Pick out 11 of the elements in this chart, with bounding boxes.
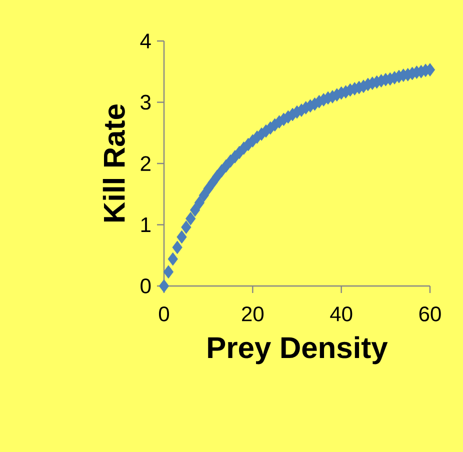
y-tick-label: 1 (141, 218, 150, 232)
x-tick-label: 60 (419, 306, 441, 322)
y-axis-title: Kill Rate (102, 104, 125, 222)
x-axis-title: Prey Density (208, 336, 388, 364)
y-tick-label: 0 (140, 278, 151, 294)
x-tick-label: 20 (242, 306, 264, 322)
y-tick-label: 3 (140, 94, 151, 110)
x-tick-label: 40 (330, 306, 352, 322)
x-tick-label: 0 (158, 306, 170, 322)
y-tick-label: 2 (140, 156, 150, 171)
y-tick-label: 4 (140, 34, 151, 48)
